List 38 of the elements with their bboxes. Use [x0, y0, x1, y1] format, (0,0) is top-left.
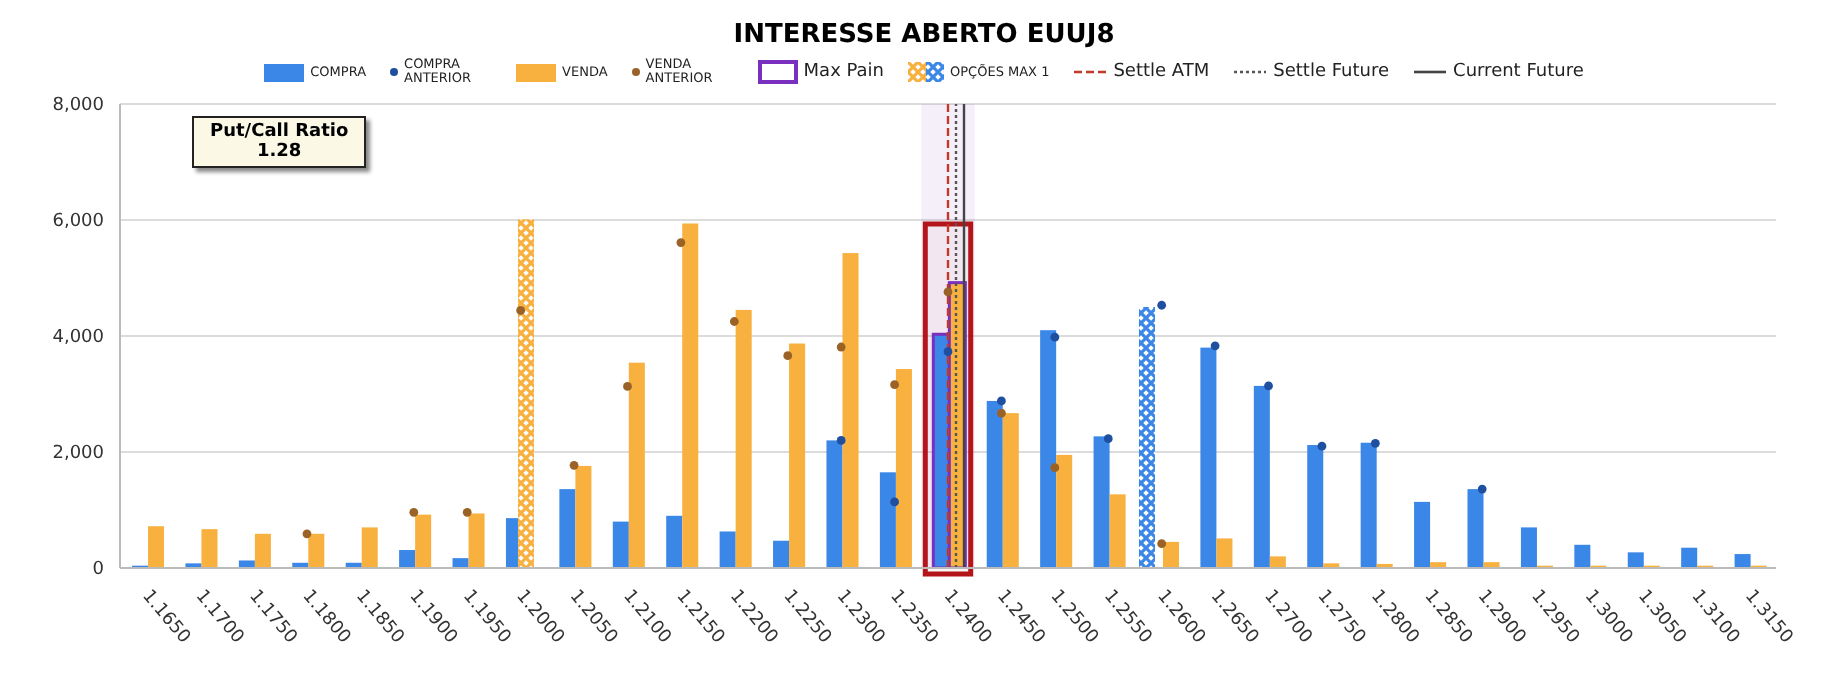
point: [890, 497, 899, 507]
legend-label: Settle ATM: [1113, 62, 1210, 82]
point: [302, 529, 312, 539]
point: [1477, 484, 1487, 494]
point: [623, 382, 632, 391]
point: [676, 238, 686, 248]
legend-label: Current Future: [1453, 62, 1584, 82]
point: [1264, 381, 1273, 391]
point: [729, 317, 739, 326]
point: [783, 351, 793, 361]
point: [943, 287, 953, 297]
point: [1103, 434, 1113, 444]
point: [836, 342, 846, 352]
point: [890, 380, 899, 390]
legend-label: Settle Future: [1273, 62, 1390, 82]
legend-label: Max Pain: [803, 62, 885, 82]
y-tick-label: 0: [92, 560, 105, 581]
y-tick-label: 6,000: [52, 212, 105, 233]
y-tick-label: 2,000: [52, 444, 105, 465]
point: [1050, 463, 1060, 473]
point: [1317, 441, 1327, 451]
chart-title: INTERESSE ABERTO EUUJ8: [731, 18, 1117, 54]
y-tick-label: 4,000: [52, 328, 105, 349]
ratio-box: Put/Call Ratio 1.28: [192, 116, 367, 168]
point: [1050, 332, 1060, 342]
point: [997, 396, 1006, 406]
point: [997, 408, 1006, 418]
point: [569, 460, 579, 470]
point: [409, 507, 419, 517]
y-tick-label: 8,000: [52, 96, 105, 117]
point: [1210, 341, 1220, 351]
point: [1157, 539, 1167, 549]
point: [516, 306, 526, 315]
point: [462, 507, 472, 517]
point: [1157, 300, 1167, 310]
point: [943, 347, 953, 357]
point: [1370, 438, 1380, 448]
point: [836, 436, 846, 445]
